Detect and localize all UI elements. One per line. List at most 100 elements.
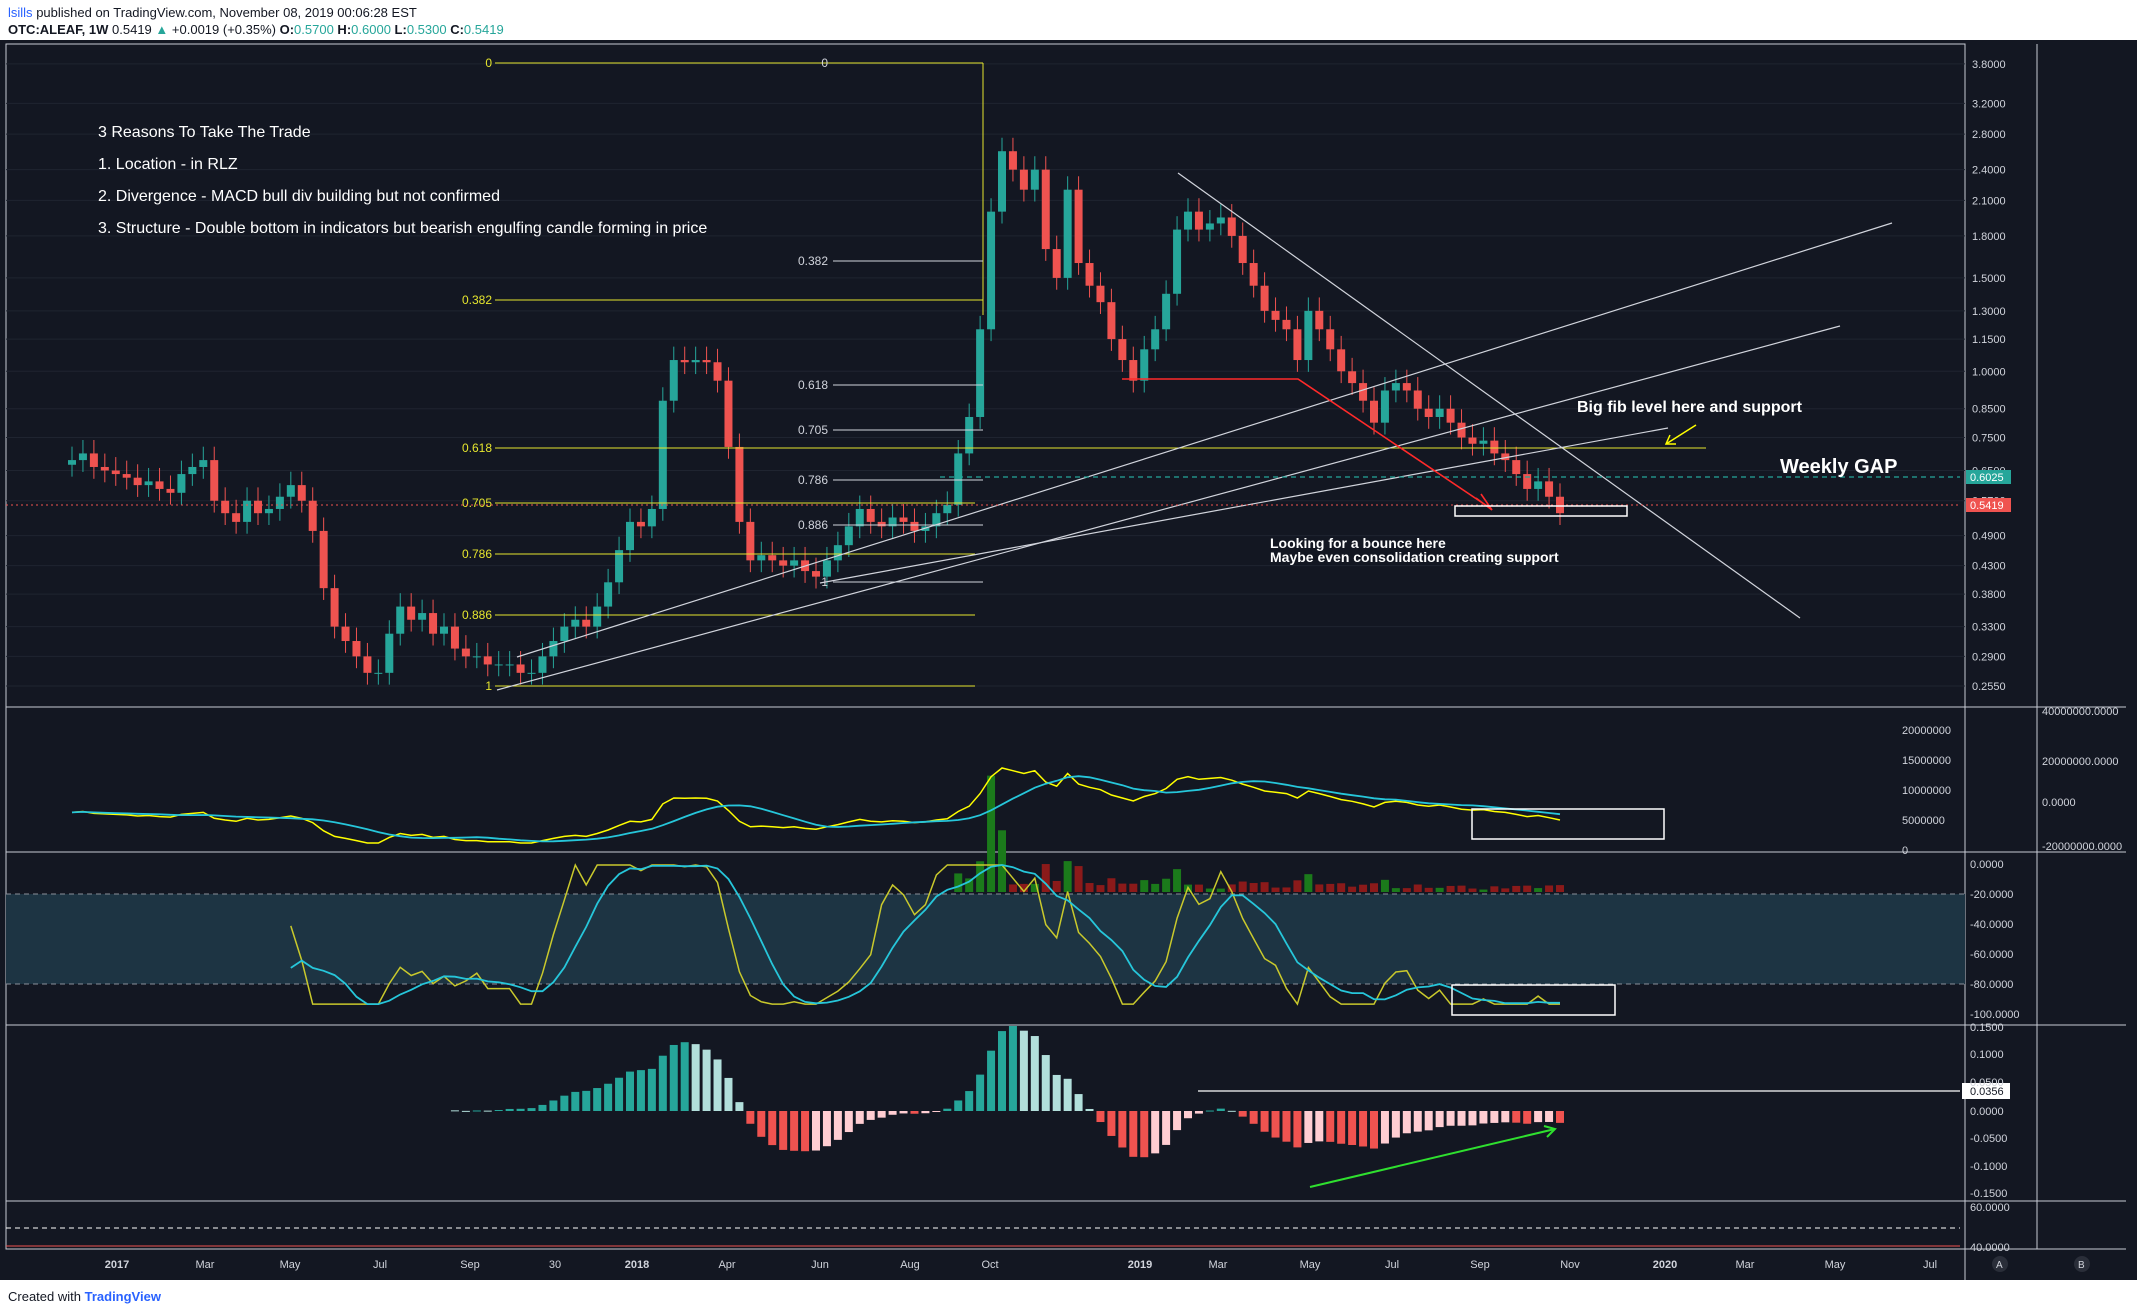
macd-bar [1391,1111,1400,1138]
candle-body [669,360,678,401]
candle-body [1402,383,1411,391]
candle-body [232,513,241,522]
time-axis[interactable]: 2017 Mar May Jul Sep 30 2018 Apr Jun Aug Oct 2019 Ma… [105,1259,1937,1271]
created-with: Created with TradingView [8,1289,161,1304]
candle-body [1151,329,1160,350]
macd-bar [713,1059,722,1111]
candle-body [735,446,744,522]
volume-bar [954,873,963,892]
macd-bar [987,1050,996,1111]
fib-support-note: Big fib level here and support [1577,399,1803,416]
svg-text:5000000: 5000000 [1902,815,1945,827]
macd-bar [1249,1111,1258,1124]
macd-bar [1413,1111,1422,1132]
macd-bar [735,1102,744,1111]
macd-bar [921,1111,930,1114]
macd-bar [516,1108,525,1111]
candle-body [1227,217,1236,236]
candle-body [1326,329,1335,350]
ohlc-line: OTC:ALEAF, 1W 0.5419 ▲ +0.0019 (+0.35%) … [8,22,504,37]
macd-bar [1337,1111,1346,1144]
volume-bar [1315,884,1324,892]
candle-body [407,606,416,620]
time-tick-label: Aug [900,1259,920,1271]
volume-bar [965,878,974,892]
reasons-annotation: 3 Reasons To Take The Trade 1. Location … [98,124,707,237]
macd-bar [1271,1111,1280,1138]
candle-body [1140,349,1149,381]
volume-axis-left: 20000000 15000000 10000000 5000000 0 [1902,725,1951,857]
candle-body [1359,383,1368,401]
stoch-zone [6,894,1965,984]
candle-body [1184,211,1192,230]
volume-bar [1041,864,1050,892]
volume-bar [1140,880,1149,892]
macd-bar [965,1091,974,1111]
candle-body [1435,408,1444,417]
candle-body [177,474,186,493]
macd-bar [855,1111,864,1124]
candle-body [1391,383,1400,391]
macd-bar [549,1100,558,1111]
macd-bar [866,1111,875,1120]
candle-body [1523,474,1532,489]
candle-body [450,626,459,649]
time-tick-label: Mar [1736,1259,1755,1271]
axis-badge-a[interactable] [1992,1256,2008,1272]
macd-bar [626,1071,634,1111]
time-tick-label: Mar [196,1259,215,1271]
axis-badge-b[interactable] [2074,1256,2090,1272]
candle-body [472,656,481,658]
svg-text:0: 0 [485,56,492,70]
high-value: 0.6000 [351,22,391,37]
macd-bar [1523,1111,1532,1124]
macd-bar [1052,1074,1061,1111]
macd-bar [538,1104,547,1111]
candles [68,137,1564,685]
svg-text:0.886: 0.886 [798,518,828,532]
candle-body [954,453,963,505]
svg-text:20000000: 20000000 [1902,725,1951,737]
volume-bar [1008,884,1017,892]
macd-bar [910,1111,919,1114]
price-tick-label: 3.8000 [1972,59,2006,71]
macd-bar [1030,1036,1039,1111]
macd-bar [877,1111,886,1118]
candle-body [910,521,919,531]
svg-text:-0.1000: -0.1000 [1970,1161,2007,1173]
candle-body [188,466,197,475]
macd-bar [494,1110,503,1112]
candle-body [199,460,208,467]
candle-body [582,619,591,627]
tradingview-logo[interactable]: TradingView [84,1289,161,1304]
svg-text:-100.0000: -100.0000 [1970,1009,2020,1021]
price-tick-label: 1.3000 [1972,306,2006,318]
volume-bar [1118,883,1127,892]
candle-body [812,571,820,577]
volume-bar [1479,889,1488,892]
macd-bar [1129,1111,1138,1157]
candle-body [1545,481,1554,497]
volume-bar [1370,883,1378,892]
macd-bar [527,1108,536,1111]
macd-bar [1205,1110,1214,1112]
author-link[interactable]: lsills [8,5,33,20]
stoch-d-line [290,864,1560,1005]
svg-text:-40.0000: -40.0000 [1970,919,2013,931]
symbol-label[interactable]: OTC:ALEAF, 1W [8,22,109,37]
macd-bar [505,1108,514,1111]
macd-bar [1260,1111,1269,1132]
time-tick-label: May [1825,1259,1846,1271]
price-tick-label: 0.3800 [1972,589,2006,601]
price-grid [6,63,1965,687]
candle-body [308,500,317,531]
macd-price-tag [1962,1083,2010,1099]
candle-body [363,656,372,673]
macd-bar [822,1111,831,1147]
macd-bar [1184,1111,1192,1119]
candle-body [1556,496,1564,514]
candle-body [210,460,219,501]
svg-text:40.0000: 40.0000 [1970,1242,2010,1254]
time-tick-label: 30 [549,1259,561,1271]
